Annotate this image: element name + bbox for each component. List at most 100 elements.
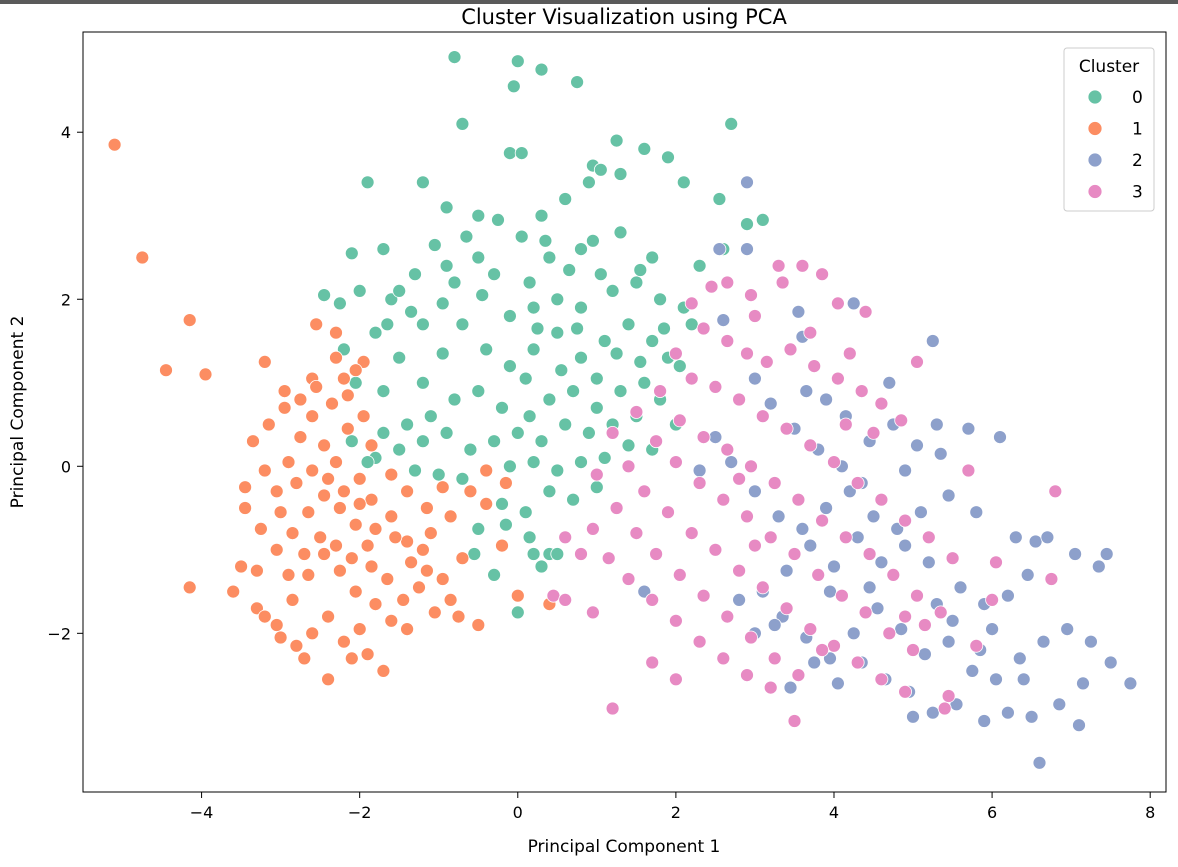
point-cluster-3 [831,296,845,311]
point-cluster-2 [1091,559,1106,574]
point-cluster-0 [447,392,462,407]
point-cluster-2 [823,651,837,666]
point-cluster-0 [491,212,505,227]
point-cluster-3 [827,638,841,653]
point-cluster-3 [1044,572,1059,586]
point-cluster-1 [257,609,272,624]
point-cluster-3 [906,643,920,657]
point-cluster-2 [791,304,806,319]
point-cluster-0 [534,62,549,77]
point-cluster-0 [502,146,517,161]
point-cluster-2 [894,622,909,636]
point-cluster-0 [427,238,442,252]
point-cluster-2 [945,613,960,628]
point-cluster-2 [1123,676,1138,691]
point-cluster-3 [661,505,675,520]
point-cluster-1 [329,455,343,470]
point-cluster-3 [684,296,699,311]
point-cluster-1 [435,572,450,586]
point-cluster-2 [1001,705,1015,720]
point-cluster-3 [744,630,758,645]
point-cluster-0 [380,317,395,332]
point-cluster-1 [479,496,494,511]
point-cluster-0 [487,568,502,582]
point-cluster-1 [277,400,292,415]
point-cluster-3 [586,605,600,620]
point-cluster-1 [329,325,343,340]
point-cluster-3 [803,622,818,636]
x-tick-label: −4 [190,803,214,822]
point-cluster-0 [562,263,577,277]
point-cluster-0 [637,375,652,390]
point-cluster-2 [823,584,837,599]
point-cluster-3 [969,638,984,653]
point-cluster-2 [1076,676,1090,691]
point-cluster-1 [455,551,470,566]
point-cluster-0 [534,434,549,449]
point-cluster-3 [720,609,735,624]
point-cluster-1 [285,526,300,540]
point-cluster-2 [767,618,782,632]
point-cluster-1 [364,559,379,574]
point-cluster-2 [748,371,762,386]
point-cluster-1 [336,371,351,386]
point-cluster-2 [929,417,944,432]
point-cluster-3 [850,476,865,490]
point-cluster-2 [779,563,794,578]
point-cluster-3 [744,288,758,303]
point-cluster-1 [348,517,363,532]
point-cluster-3 [874,492,889,507]
x-tick-label: 8 [1145,803,1155,822]
point-cluster-3 [898,609,912,624]
point-cluster-2 [914,505,928,520]
point-cluster-1 [317,438,332,453]
point-cluster-0 [467,547,482,561]
point-cluster-3 [767,476,782,490]
legend-marker-0 [1087,89,1103,105]
point-cluster-3 [601,551,616,566]
point-cluster-0 [471,384,486,399]
point-cluster-0 [408,463,422,478]
point-cluster-0 [522,275,537,290]
point-cluster-3 [858,304,873,319]
point-cluster-2 [803,538,818,553]
point-cluster-2 [977,714,992,728]
point-cluster-2 [989,672,1003,687]
point-cluster-0 [633,263,648,277]
point-cluster-0 [360,175,375,190]
point-cluster-0 [459,229,474,244]
point-cluster-0 [582,175,596,190]
point-cluster-3 [720,334,735,348]
legend-box [1063,47,1155,212]
point-cluster-3 [918,618,932,632]
point-cluster-0 [522,530,537,545]
point-cluster-1 [380,572,395,586]
point-cluster-3 [558,530,573,545]
point-cluster-1 [293,392,308,407]
point-cluster-2 [925,334,940,348]
point-cluster-2 [1099,547,1114,561]
legend-label-1: 1 [1132,120,1143,140]
point-cluster-0 [471,250,486,265]
point-cluster-1 [321,609,336,624]
point-cluster-2 [748,484,762,499]
point-cluster-3 [815,513,829,528]
point-cluster-3 [850,655,865,670]
point-cluster-3 [740,668,754,682]
point-cluster-2 [1024,709,1039,724]
point-cluster-1 [182,313,197,328]
point-cluster-2 [953,580,968,595]
point-cluster-2 [910,438,924,453]
point-cluster-1 [423,526,438,540]
point-cluster-3 [787,547,802,561]
point-cluster-0 [435,346,450,361]
point-cluster-0 [574,300,588,315]
point-cluster-0 [376,384,391,399]
point-cluster-0 [471,522,486,536]
point-cluster-3 [546,588,561,603]
point-cluster-2 [846,626,861,641]
point-cluster-3 [645,655,660,670]
point-cluster-0 [550,463,565,478]
point-cluster-2 [740,175,754,190]
point-cluster-3 [605,701,620,716]
